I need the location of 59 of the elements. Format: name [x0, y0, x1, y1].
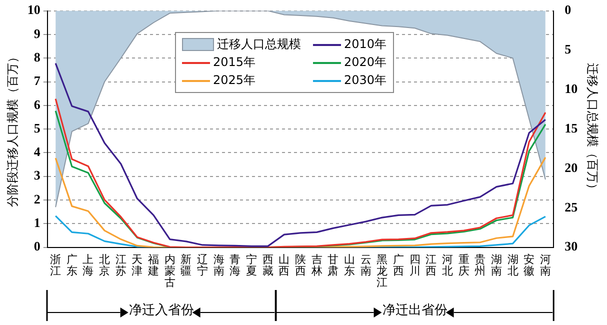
y-tick-label: 2 — [34, 191, 40, 206]
x-tick-label: 陕西 — [295, 252, 306, 278]
x-tick-label: 辽宁 — [197, 252, 208, 278]
x-tick-label: 湖北 — [507, 252, 518, 278]
y-tick-label: 10 — [27, 2, 40, 18]
y-tick-label: 6 — [34, 96, 41, 112]
x-tick-label: 四川 — [409, 252, 420, 278]
x-tick-label: 云南 — [360, 252, 372, 278]
x-tick-label: 广东 — [66, 252, 78, 278]
text: 净迁出省份 — [381, 302, 448, 318]
x-tick-label: 贵州 — [474, 252, 486, 278]
x-tick-label: 河北 — [442, 252, 453, 278]
y-tick-label: 1 — [34, 215, 40, 230]
x-tick-label: 海南 — [213, 252, 224, 278]
y-tick-label: 0 — [34, 238, 40, 254]
legend-label: 2020年 — [344, 54, 387, 71]
y2-tick-label: 25 — [564, 199, 578, 214]
legend-label: 2025年 — [213, 72, 256, 89]
y-tick-label: 8 — [34, 49, 41, 64]
x-tick-label: 重庆 — [458, 252, 470, 278]
y2-tick-label: 30 — [564, 238, 578, 254]
y-tick-label: 5 — [34, 120, 41, 136]
x-tick-label: 宁夏 — [246, 252, 258, 278]
x-tick-label: 福建 — [147, 252, 160, 278]
y2-tick-label: 5 — [564, 42, 572, 57]
x-tick-label: 湖南 — [490, 252, 502, 278]
x-tick-label: 吉林 — [310, 252, 322, 278]
x-tick-label: 广西 — [392, 252, 404, 278]
x-tick-label: 浙江 — [50, 252, 62, 278]
x-tick-label: 山西 — [278, 252, 290, 278]
legend-label: 2030年 — [344, 72, 387, 89]
x-tick-label: 青海 — [230, 252, 241, 278]
y2-tick-label: 15 — [564, 120, 578, 136]
y2-tick-label: 20 — [564, 160, 578, 175]
y-axis-title: 分阶段迁移人口规模（百万） — [5, 51, 20, 208]
x-tick-label: 上海 — [82, 252, 94, 278]
y-tick-label: 7 — [34, 73, 41, 88]
x-tick-label: 新疆 — [180, 252, 192, 278]
y2-axis-title: 迁移人口总规模（百万） — [586, 63, 600, 196]
x-tick-label: 江西 — [426, 252, 437, 278]
legend-label: 迁移人口总规模 — [217, 36, 301, 53]
x-tick-label: 江苏 — [115, 252, 126, 278]
y-tick-label: 9 — [34, 26, 41, 41]
y2-tick-label: 10 — [564, 81, 578, 96]
legend-label: 2015年 — [213, 54, 256, 71]
y2-tick-label: 0 — [564, 2, 572, 18]
x-tick-label: 黑龙江 — [376, 252, 388, 290]
x-tick-label: 甘肃 — [328, 252, 339, 278]
x-tick-label: 河南 — [540, 252, 551, 278]
legend-label: 2010年 — [344, 36, 387, 53]
x-tick-label: 西藏 — [262, 252, 274, 278]
x-tick-label: 安徽 — [524, 252, 535, 278]
x-tick-label: 北京 — [99, 252, 110, 278]
x-tick-label: 山东 — [344, 252, 355, 278]
x-tick-label: 内蒙古 — [164, 252, 176, 290]
x-tick-label: 天津 — [132, 252, 143, 278]
text: 净迁入省份 — [128, 302, 196, 318]
y-tick-label: 4 — [34, 144, 41, 160]
y-tick-label: 3 — [34, 168, 41, 183]
